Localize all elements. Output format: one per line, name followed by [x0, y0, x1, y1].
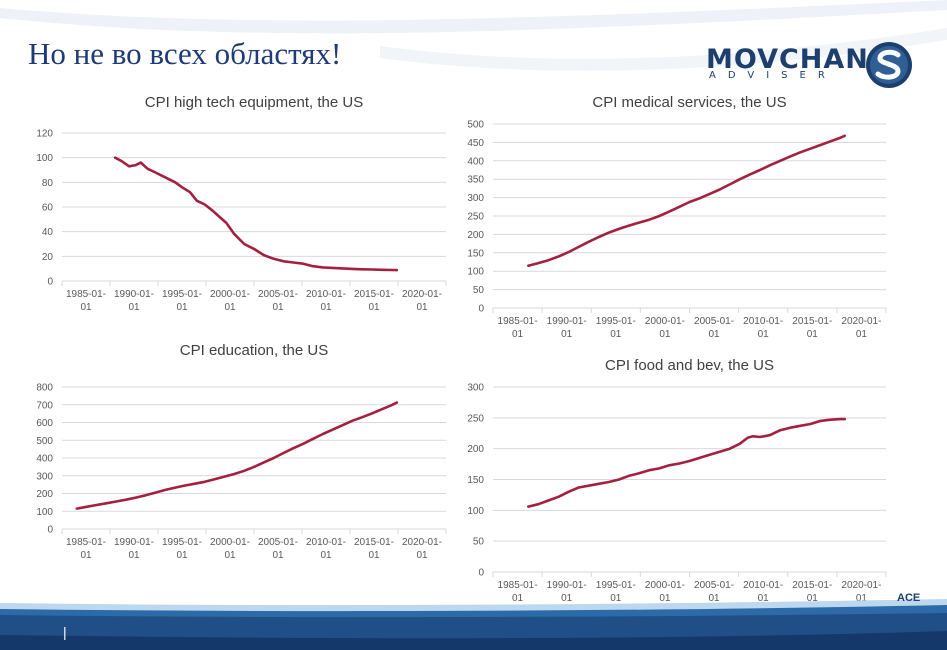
x-tick-label: 2020-01-01 [402, 537, 442, 561]
chart-title: CPI medical services, the US [592, 94, 786, 111]
y-tick-label: 100 [467, 267, 484, 278]
x-tick-label: 1985-01-01 [498, 316, 538, 340]
x-tick-label: 2020-01-01 [402, 289, 442, 313]
x-tick-label: 1995-01-01 [162, 537, 202, 561]
x-tick-label: 1995-01-01 [596, 316, 636, 340]
x-tick-label: 2010-01-01 [306, 289, 346, 313]
logo: MOVCHAN ADVISER [706, 40, 916, 92]
x-tick-label: 2010-01-01 [743, 316, 783, 340]
x-tick-label: 1995-01-01 [162, 289, 202, 313]
y-tick-label: 20 [42, 252, 54, 263]
x-tick-label: 1990-01-01 [114, 537, 154, 561]
y-tick-label: 250 [467, 413, 484, 424]
y-tick-label: 200 [467, 230, 484, 241]
x-tick-label: 2015-01-01 [792, 580, 832, 604]
logo-wordmark: MOVCHAN [706, 44, 869, 75]
slide-title: Но не во всех областях! [28, 36, 342, 71]
x-tick-label: 1990-01-01 [547, 316, 587, 340]
y-tick-label: 500 [467, 120, 484, 131]
y-tick-label: 120 [36, 129, 53, 140]
logo-s-icon [866, 42, 912, 88]
y-tick-label: 200 [36, 489, 53, 500]
y-tick-label: 40 [42, 227, 54, 238]
y-tick-label: 80 [42, 178, 54, 189]
x-tick-label: 2020-01-01 [841, 316, 881, 340]
x-tick-label: 2020-01-01 [841, 580, 881, 604]
y-tick-label: 450 [467, 138, 484, 149]
y-tick-label: 100 [467, 506, 484, 517]
x-tick-label: 1990-01-01 [547, 580, 587, 604]
x-tick-label: 2000-01-01 [645, 580, 685, 604]
gridlines [493, 123, 886, 309]
y-tick-label: 400 [467, 156, 484, 167]
y-tick-label: 500 [36, 436, 53, 447]
series-line [113, 156, 399, 272]
y-tick-label: 300 [467, 193, 484, 204]
chart-title: CPI high tech equipment, the US [145, 94, 363, 111]
chart-high-tech: CPI high tech equipment, the US 0 20 40 60 80… [20, 90, 450, 325]
x-tick-label: 2000-01-01 [210, 289, 250, 313]
y-tick-label: 60 [42, 203, 54, 214]
footer-corner-text: ACE [897, 592, 921, 604]
series-line [75, 401, 399, 510]
y-tick-label: 150 [467, 248, 484, 259]
footer-band [0, 599, 947, 650]
y-tick-label: 0 [47, 277, 53, 288]
logo-subtitle: ADVISER [709, 70, 837, 81]
x-tick-label: 2015-01-01 [354, 289, 394, 313]
y-tick-label: 50 [473, 537, 485, 548]
x-tick-label: 2010-01-01 [743, 580, 783, 604]
y-tick-label: 250 [467, 212, 484, 223]
page-marker: | [63, 624, 67, 640]
x-tick-label: 2015-01-01 [792, 316, 832, 340]
y-tick-label: 300 [36, 471, 53, 482]
x-tick-label: 2005-01-01 [258, 537, 298, 561]
x-tick-label: 2010-01-01 [306, 537, 346, 561]
x-tick-label: 1985-01-01 [66, 289, 106, 313]
y-tick-label: 100 [36, 507, 53, 518]
chart-medical-services: CPI medical services, the US 0 50 100 150 200… [455, 90, 890, 340]
y-tick-label: 0 [47, 525, 53, 536]
x-tick-label: 2005-01-01 [694, 580, 734, 604]
gridlines [62, 132, 446, 282]
header-swoosh [0, 0, 947, 71]
chart-title: CPI food and bev, the US [605, 357, 774, 374]
y-tick-label: 600 [36, 418, 53, 429]
series-line [527, 134, 846, 267]
y-tick-label: 0 [478, 304, 484, 315]
y-tick-label: 400 [36, 454, 53, 465]
y-tick-label: 100 [36, 153, 53, 164]
chart-food-bev: CPI food and bev, the US 0 50 100 150 200 250 3… [455, 352, 890, 604]
x-tick-label: 2005-01-01 [258, 289, 298, 313]
x-tick-label: 2005-01-01 [694, 316, 734, 340]
x-tick-label: 2000-01-01 [645, 316, 685, 340]
chart-education: CPI education, the US 0 100 200 300 400 500 600… [20, 338, 450, 573]
x-tick-label: 1985-01-01 [66, 537, 106, 561]
series-line [527, 417, 846, 508]
y-tick-label: 800 [36, 383, 53, 394]
y-tick-label: 350 [467, 175, 484, 186]
y-tick-label: 300 [467, 383, 484, 394]
y-tick-label: 700 [36, 400, 53, 411]
gridlines [62, 386, 446, 530]
x-tick-label: 2000-01-01 [210, 537, 250, 561]
y-tick-label: 200 [467, 444, 484, 455]
x-tick-label: 2015-01-01 [354, 537, 394, 561]
x-tick-label: 1985-01-01 [498, 580, 538, 604]
y-tick-label: 50 [473, 285, 485, 296]
x-tick-label: 1995-01-01 [596, 580, 636, 604]
gridlines [493, 386, 886, 573]
chart-title: CPI education, the US [180, 342, 328, 359]
x-tick-label: 1990-01-01 [114, 289, 154, 313]
y-tick-label: 150 [467, 475, 484, 486]
y-tick-label: 0 [478, 568, 484, 579]
